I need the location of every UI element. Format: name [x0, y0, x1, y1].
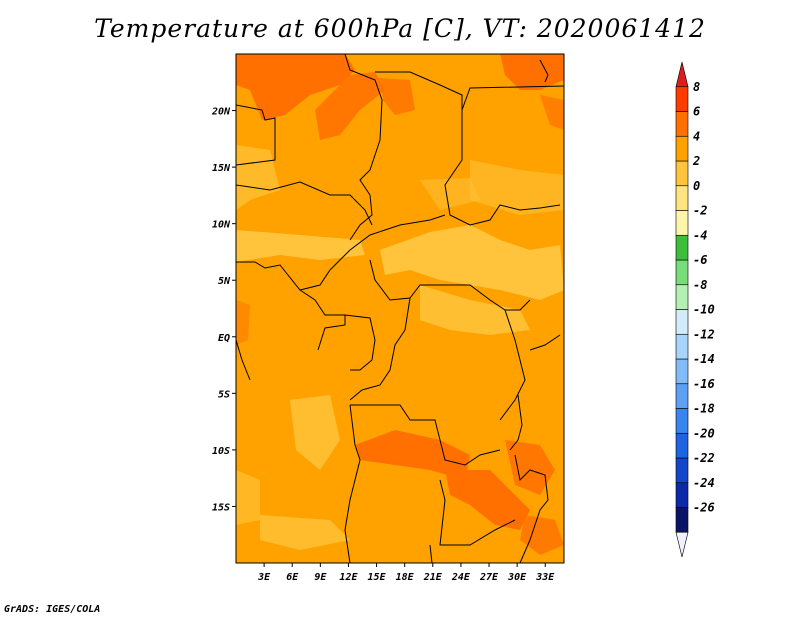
lon-tick-label: 12E — [339, 572, 358, 583]
lon-tick-label: 33E — [535, 572, 555, 583]
colorbar-label: -22 — [693, 451, 715, 465]
colorbar-label: -8 — [693, 278, 707, 292]
colorbar-swatch — [675, 259, 689, 286]
colorbar-label: -14 — [693, 352, 715, 366]
lon-tick-label: 21E — [423, 572, 443, 583]
lat-tick-label: 15N — [212, 163, 231, 174]
colorbar-swatch — [675, 383, 689, 409]
colorbar-swatch — [675, 333, 689, 360]
lon-tick-label: 3E — [257, 572, 271, 583]
lon-tick-label: 18E — [396, 572, 415, 583]
colorbar-label: -24 — [693, 476, 715, 490]
lat-tick-label: 5S — [218, 389, 230, 400]
colorbar-label: -20 — [693, 426, 715, 440]
lon-tick-label: 6E — [286, 572, 299, 583]
lat-tick-label: 15S — [212, 502, 230, 513]
colorbar-swatch — [675, 432, 689, 459]
colorbar-swatch — [675, 507, 689, 533]
map-frame — [235, 53, 565, 564]
colorbar-label: -2 — [693, 204, 707, 218]
colorbar-swatch — [675, 210, 689, 236]
colorbar-swatch — [675, 160, 689, 187]
colorbar-label: -16 — [693, 377, 715, 391]
lon-tick-label: 15E — [368, 572, 387, 583]
colorbar-swatch — [675, 531, 689, 558]
colorbar-swatch — [675, 234, 689, 261]
colorbar-swatch — [675, 111, 689, 137]
colorbar-label: -10 — [693, 303, 715, 317]
colorbar-label: -6 — [693, 253, 707, 267]
lon-tick-label: 24E — [451, 572, 471, 583]
lon-tick-label: 30E — [507, 572, 527, 583]
lon-tick-label: 27E — [479, 572, 499, 583]
colorbar-swatch — [675, 61, 689, 88]
colorbar-swatch — [675, 482, 689, 508]
colorbar-swatch — [675, 358, 689, 385]
map-title: Temperature at 600hPa [C], VT: 202006141… — [94, 14, 706, 43]
latitude-axis: 20N 15N 10N 5N EQ 5S 10S 15S — [211, 107, 236, 513]
country-borders — [236, 54, 564, 563]
colorbar-swatch — [675, 185, 689, 211]
lon-tick-label: 9E — [314, 572, 327, 583]
colorbar-label: -4 — [693, 228, 707, 242]
colorbar-swatch — [675, 284, 689, 310]
colorbar-swatch — [675, 408, 689, 434]
colorbar-label: -18 — [693, 402, 715, 416]
lat-tick-label: 10S — [212, 446, 230, 457]
colorbar-swatch — [675, 309, 689, 335]
lat-tick-label: EQ — [218, 333, 230, 344]
colorbar-label: -26 — [693, 501, 715, 515]
colorbar-swatch — [675, 135, 689, 162]
colorbar-label: 4 — [693, 129, 700, 143]
color-legend: 8 6 4 2 0 -2 -4 -6 -8 -10 -12 -14 -16 -18 -20 -22 -24 -26 — [675, 61, 715, 558]
colorbar-swatch — [675, 457, 689, 484]
grads-credit: GrADS: IGES/COLA — [4, 604, 101, 615]
colorbar-label: 6 — [693, 105, 700, 119]
lat-tick-label: 20N — [211, 107, 231, 118]
colorbar-swatch — [675, 86, 689, 112]
temperature-field — [236, 54, 564, 563]
colorbar-label: -12 — [693, 327, 715, 341]
colorbar-label: 8 — [693, 80, 700, 94]
colorbar-label: 2 — [692, 154, 700, 168]
longitude-axis: 3E 6E 9E 12E 15E 18E 21E 24E 27E 30E 33E — [257, 563, 555, 583]
colorbar-label: 0 — [693, 179, 700, 193]
lat-tick-label: 10N — [212, 220, 231, 231]
lat-tick-label: 5N — [218, 276, 231, 287]
